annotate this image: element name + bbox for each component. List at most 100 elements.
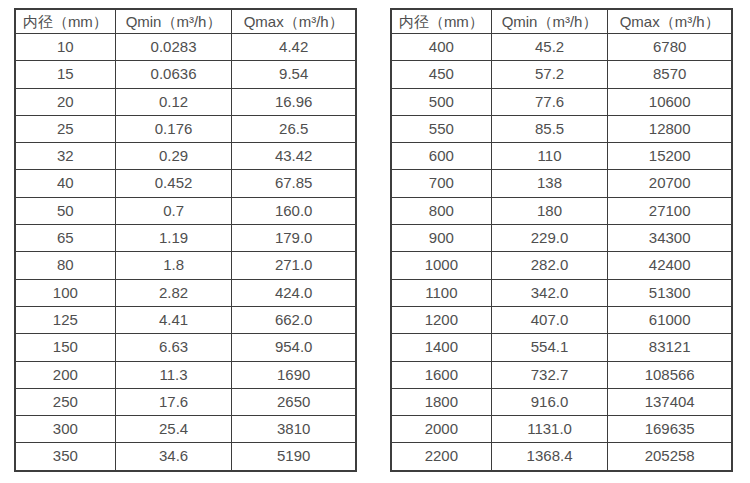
table-cell: 108566 [608, 361, 732, 388]
table-cell: 700 [391, 170, 491, 197]
table-cell: 10 [15, 34, 115, 61]
table-cell: 160.0 [232, 197, 356, 224]
table-cell: 42400 [608, 252, 732, 279]
table-row: 651.19179.0 [15, 225, 356, 252]
table-cell: 0.12 [115, 88, 232, 115]
table-cell: 205258 [608, 443, 732, 471]
table-row: 1254.41662.0 [15, 306, 356, 333]
table-cell: 954.0 [232, 334, 356, 361]
table-cell: 100 [15, 279, 115, 306]
table-cell: 0.176 [115, 115, 232, 142]
table-cell: 424.0 [232, 279, 356, 306]
flow-spec-table-large-diameters: 内径（mm） Qmin（m³/h） Qmax（m³/h） 40045.26780… [390, 8, 733, 472]
table-row: 70013820700 [391, 170, 732, 197]
table-cell: 2650 [232, 388, 356, 415]
table-row: 150.06369.54 [15, 61, 356, 88]
table-cell: 125 [15, 306, 115, 333]
table-row: 1800916.0137404 [391, 388, 732, 415]
table-cell: 662.0 [232, 306, 356, 333]
table-row: 55085.512800 [391, 115, 732, 142]
table-cell: 5190 [232, 443, 356, 471]
table-cell: 342.0 [491, 279, 608, 306]
table-cell: 25 [15, 115, 115, 142]
table-cell: 138 [491, 170, 608, 197]
table-row: 80018027100 [391, 197, 732, 224]
table-row: 801.8271.0 [15, 252, 356, 279]
table-cell: 282.0 [491, 252, 608, 279]
table-cell: 12800 [608, 115, 732, 142]
column-header-qmin: Qmin（m³/h） [491, 9, 608, 34]
flow-meter-spec-page: 内径（mm） Qmin（m³/h） Qmax（m³/h） 100.02834.4… [0, 0, 750, 483]
table-row: 250.17626.5 [15, 115, 356, 142]
table-row: 35034.65190 [15, 443, 356, 471]
header-row: 内径（mm） Qmin（m³/h） Qmax（m³/h） [391, 9, 732, 34]
table-body: 100.02834.42150.06369.54200.1216.96250.1… [15, 34, 356, 471]
table-cell: 32 [15, 143, 115, 170]
table-cell: 43.42 [232, 143, 356, 170]
table-cell: 200 [15, 361, 115, 388]
table-cell: 51300 [608, 279, 732, 306]
table-cell: 600 [391, 143, 491, 170]
table-row: 100.02834.42 [15, 34, 356, 61]
table-header: 内径（mm） Qmin（m³/h） Qmax（m³/h） [15, 9, 356, 34]
table-cell: 0.0283 [115, 34, 232, 61]
table-row: 1200407.061000 [391, 306, 732, 333]
table-cell: 1.19 [115, 225, 232, 252]
table-cell: 9.54 [232, 61, 356, 88]
table-cell: 350 [15, 443, 115, 471]
table-cell: 407.0 [491, 306, 608, 333]
table-cell: 77.6 [491, 88, 608, 115]
table-cell: 8570 [608, 61, 732, 88]
table-cell: 16.96 [232, 88, 356, 115]
table-row: 320.2943.42 [15, 143, 356, 170]
table-cell: 0.29 [115, 143, 232, 170]
flow-spec-table-small-diameters: 内径（mm） Qmin（m³/h） Qmax（m³/h） 100.02834.4… [14, 8, 357, 472]
table-cell: 3810 [232, 416, 356, 443]
table-cell: 2.82 [115, 279, 232, 306]
table-cell: 4.42 [232, 34, 356, 61]
table-cell: 0.0636 [115, 61, 232, 88]
column-header-inner-diameter: 内径（mm） [391, 9, 491, 34]
table-cell: 450 [391, 61, 491, 88]
table-cell: 500 [391, 88, 491, 115]
table-cell: 400 [391, 34, 491, 61]
table-cell: 150 [15, 334, 115, 361]
table-cell: 0.452 [115, 170, 232, 197]
table-row: 45057.28570 [391, 61, 732, 88]
table-row: 20001131.0169635 [391, 416, 732, 443]
table-cell: 10600 [608, 88, 732, 115]
table-body: 40045.2678045057.2857050077.61060055085.… [391, 34, 732, 471]
table-cell: 25.4 [115, 416, 232, 443]
table-header: 内径（mm） Qmin（m³/h） Qmax（m³/h） [391, 9, 732, 34]
table-cell: 80 [15, 252, 115, 279]
table-row: 30025.43810 [15, 416, 356, 443]
table-cell: 85.5 [491, 115, 608, 142]
table-cell: 34.6 [115, 443, 232, 471]
table-cell: 1800 [391, 388, 491, 415]
table-cell: 1368.4 [491, 443, 608, 471]
table-cell: 6780 [608, 34, 732, 61]
table-cell: 900 [391, 225, 491, 252]
table-cell: 6.63 [115, 334, 232, 361]
table-cell: 1200 [391, 306, 491, 333]
table-cell: 11.3 [115, 361, 232, 388]
table-cell: 57.2 [491, 61, 608, 88]
table-cell: 67.85 [232, 170, 356, 197]
table-cell: 1000 [391, 252, 491, 279]
table-row: 400.45267.85 [15, 170, 356, 197]
table-cell: 916.0 [491, 388, 608, 415]
table-cell: 1131.0 [491, 416, 608, 443]
table-cell: 180 [491, 197, 608, 224]
table-cell: 1600 [391, 361, 491, 388]
table-cell: 1400 [391, 334, 491, 361]
table-cell: 554.1 [491, 334, 608, 361]
table-cell: 26.5 [232, 115, 356, 142]
table-row: 60011015200 [391, 143, 732, 170]
table-cell: 17.6 [115, 388, 232, 415]
table-cell: 179.0 [232, 225, 356, 252]
table-row: 1400554.183121 [391, 334, 732, 361]
table-cell: 27100 [608, 197, 732, 224]
table-row: 500.7160.0 [15, 197, 356, 224]
table-row: 900229.034300 [391, 225, 732, 252]
table-cell: 83121 [608, 334, 732, 361]
